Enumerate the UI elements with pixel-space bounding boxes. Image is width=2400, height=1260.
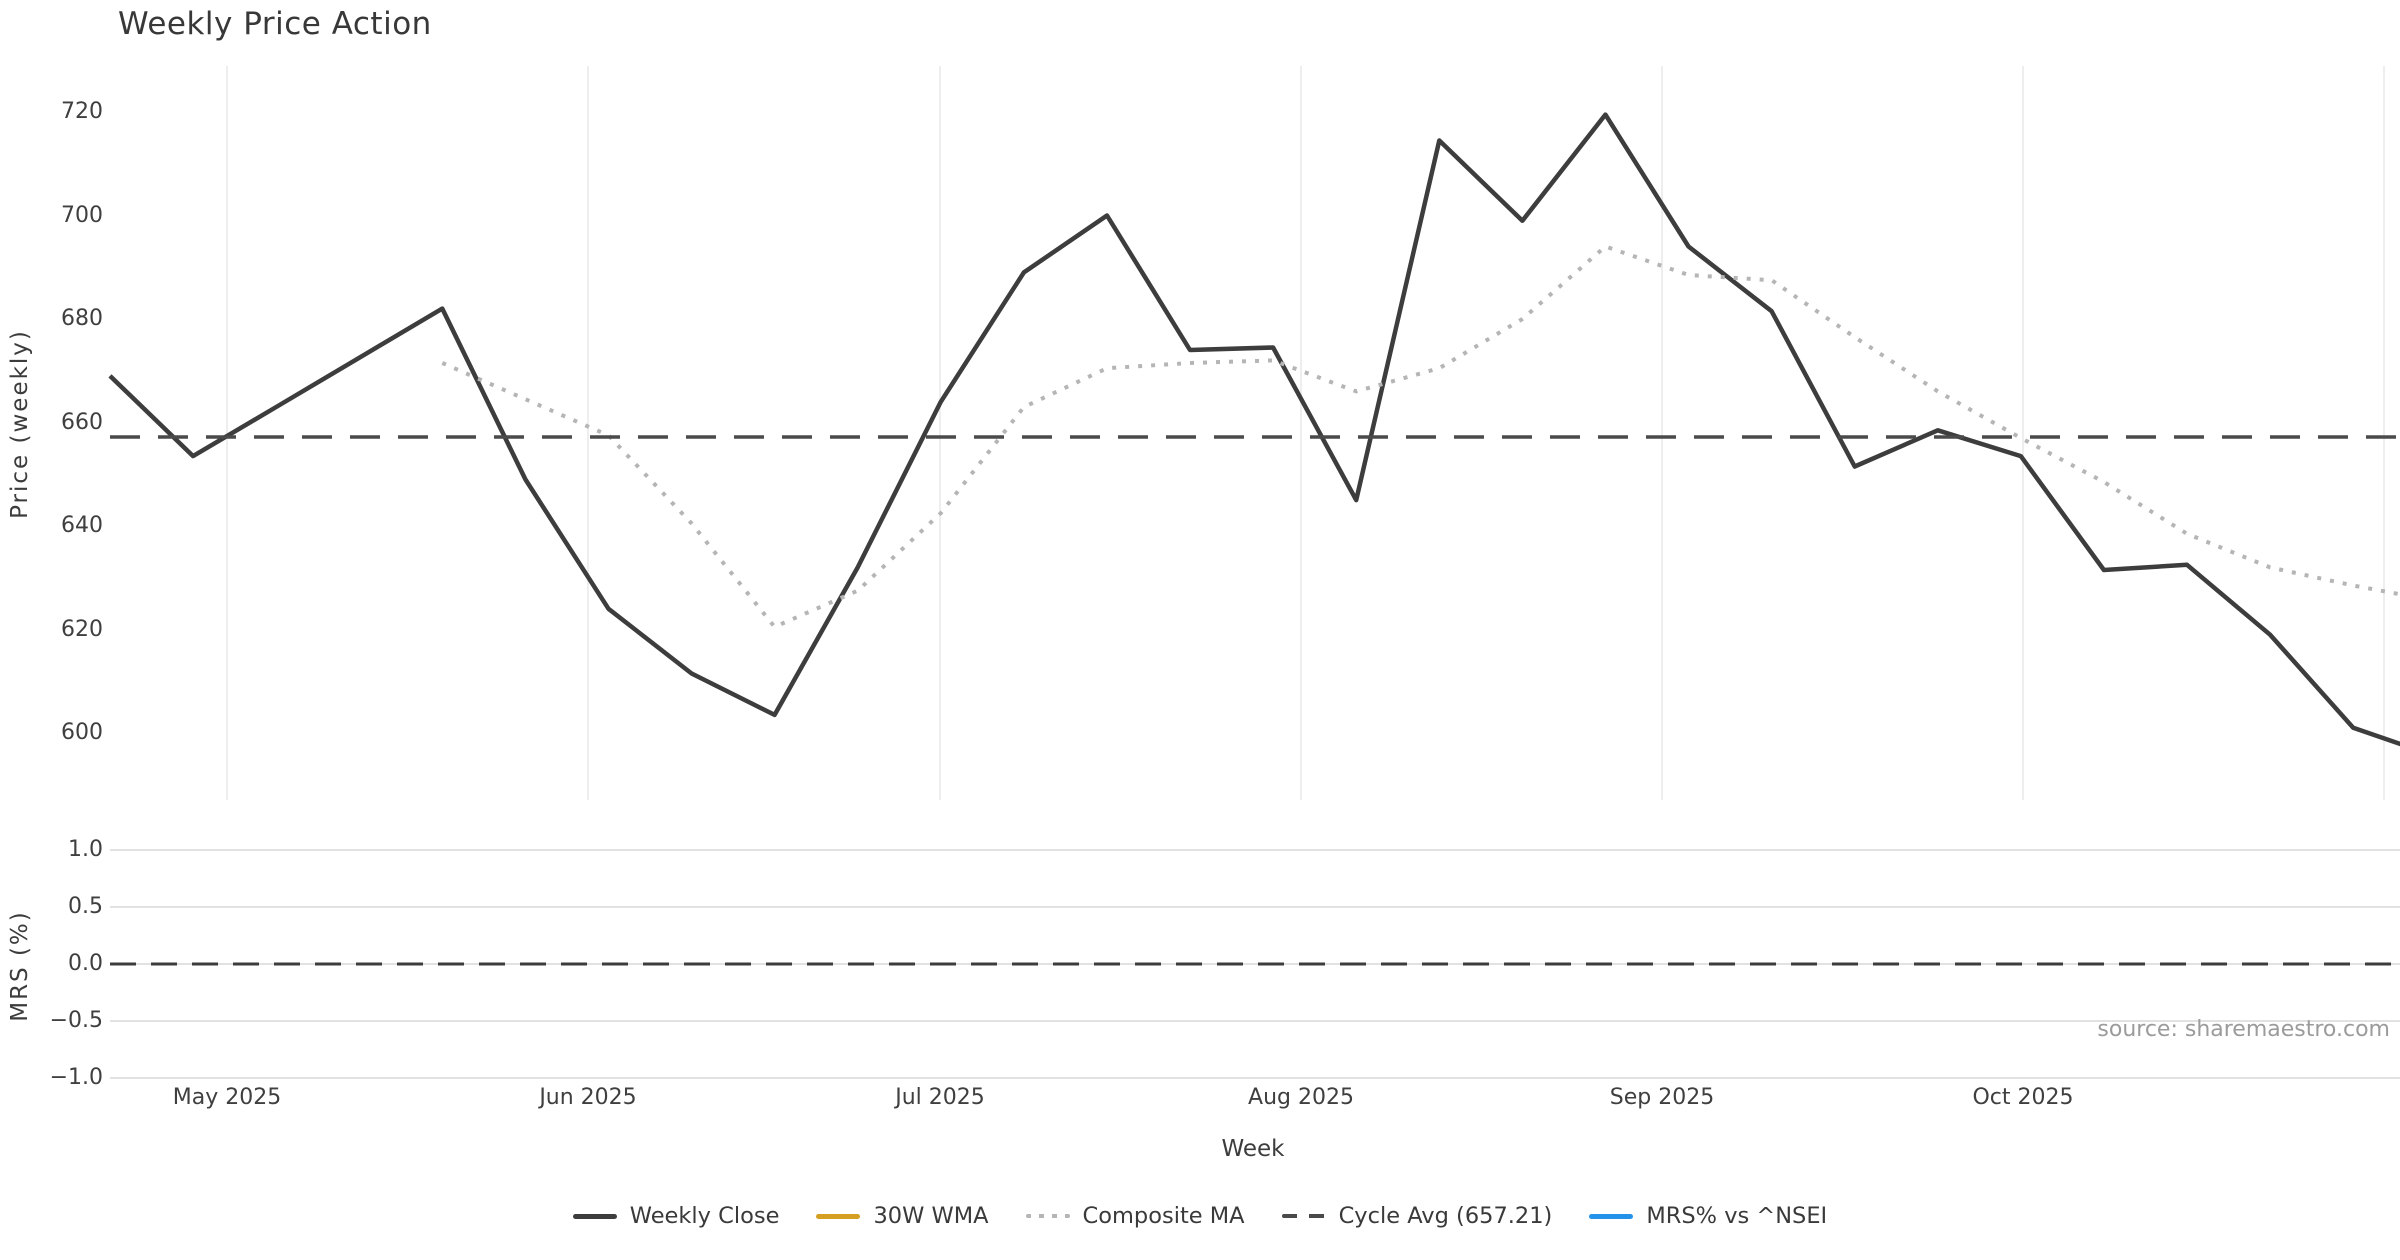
legend-item-composite-ma: Composite MA <box>1025 1203 1245 1229</box>
x-tick-sep-2025: Sep 2025 <box>1609 1085 1715 1110</box>
price-tick-700: 700 <box>61 202 103 228</box>
series-weekly-close <box>108 112 2400 747</box>
legend-label: MRS% vs ^NSEI <box>1646 1203 1828 1229</box>
x-tick-aug-2025: Aug 2025 <box>1248 1085 1354 1110</box>
legend-swatch-30w-wma-solid-line-icon <box>816 1213 861 1219</box>
mrs-axis-label: MRS (%) <box>7 910 33 1022</box>
price-tick-680: 680 <box>61 306 103 331</box>
legend-swatch-weekly-close-solid-line-icon <box>572 1213 617 1219</box>
chart-legend: Weekly Close 30W WMA Composite MA Cycle Avg… <box>0 1203 2400 1229</box>
price-tick-620: 620 <box>61 616 103 642</box>
x-tick-jul-2025: Jul 2025 <box>895 1085 985 1110</box>
source-attribution: source: sharemaestro.com <box>2097 1017 2390 1042</box>
price-tick-600: 600 <box>61 720 103 745</box>
chart-title: Weekly Price Action <box>118 6 432 42</box>
mrs-tick-0-5: 0.5 <box>68 894 103 919</box>
legend-item-cycle-avg-657-21: Cycle Avg (657.21) <box>1281 1203 1553 1229</box>
x-tick-may-2025: May 2025 <box>172 1085 282 1110</box>
legend-label: Cycle Avg (657.21) <box>1338 1203 1553 1229</box>
legend-item-30w-wma: 30W WMA <box>816 1203 989 1229</box>
legend-swatch-composite-ma-dotted-line-icon <box>1025 1214 1070 1218</box>
mrs-tick-0-5: −0.5 <box>49 1008 103 1033</box>
price-tick-660: 660 <box>61 409 103 435</box>
legend-label: 30W WMA <box>873 1203 989 1229</box>
legend-swatch-mrs-vs-nsei-solid-line-icon <box>1589 1213 1634 1219</box>
mrs-tick-1-0: −1.0 <box>49 1065 103 1090</box>
mrs-tick-1-0: 1.0 <box>68 837 103 862</box>
legend-item-mrs-vs-nsei: MRS% vs ^NSEI <box>1589 1203 1827 1229</box>
x-tick-jun-2025: Jun 2025 <box>539 1085 637 1110</box>
price-axis-label: Price (weekly) <box>7 329 33 519</box>
price-tick-720: 720 <box>61 99 103 124</box>
mrs-tick-0-0: 0.0 <box>68 951 103 976</box>
legend-swatch-cycle-avg-657-21-dashed-line-icon <box>1281 1214 1326 1218</box>
x-tick-oct-2025: Oct 2025 <box>1972 1085 2074 1110</box>
price-tick-640: 640 <box>61 513 103 538</box>
legend-item-weekly-close: Weekly Close <box>572 1203 780 1229</box>
legend-label: Composite MA <box>1082 1203 1245 1229</box>
legend-label: Weekly Close <box>629 1203 780 1229</box>
x-axis-title: Week <box>1221 1136 1285 1162</box>
